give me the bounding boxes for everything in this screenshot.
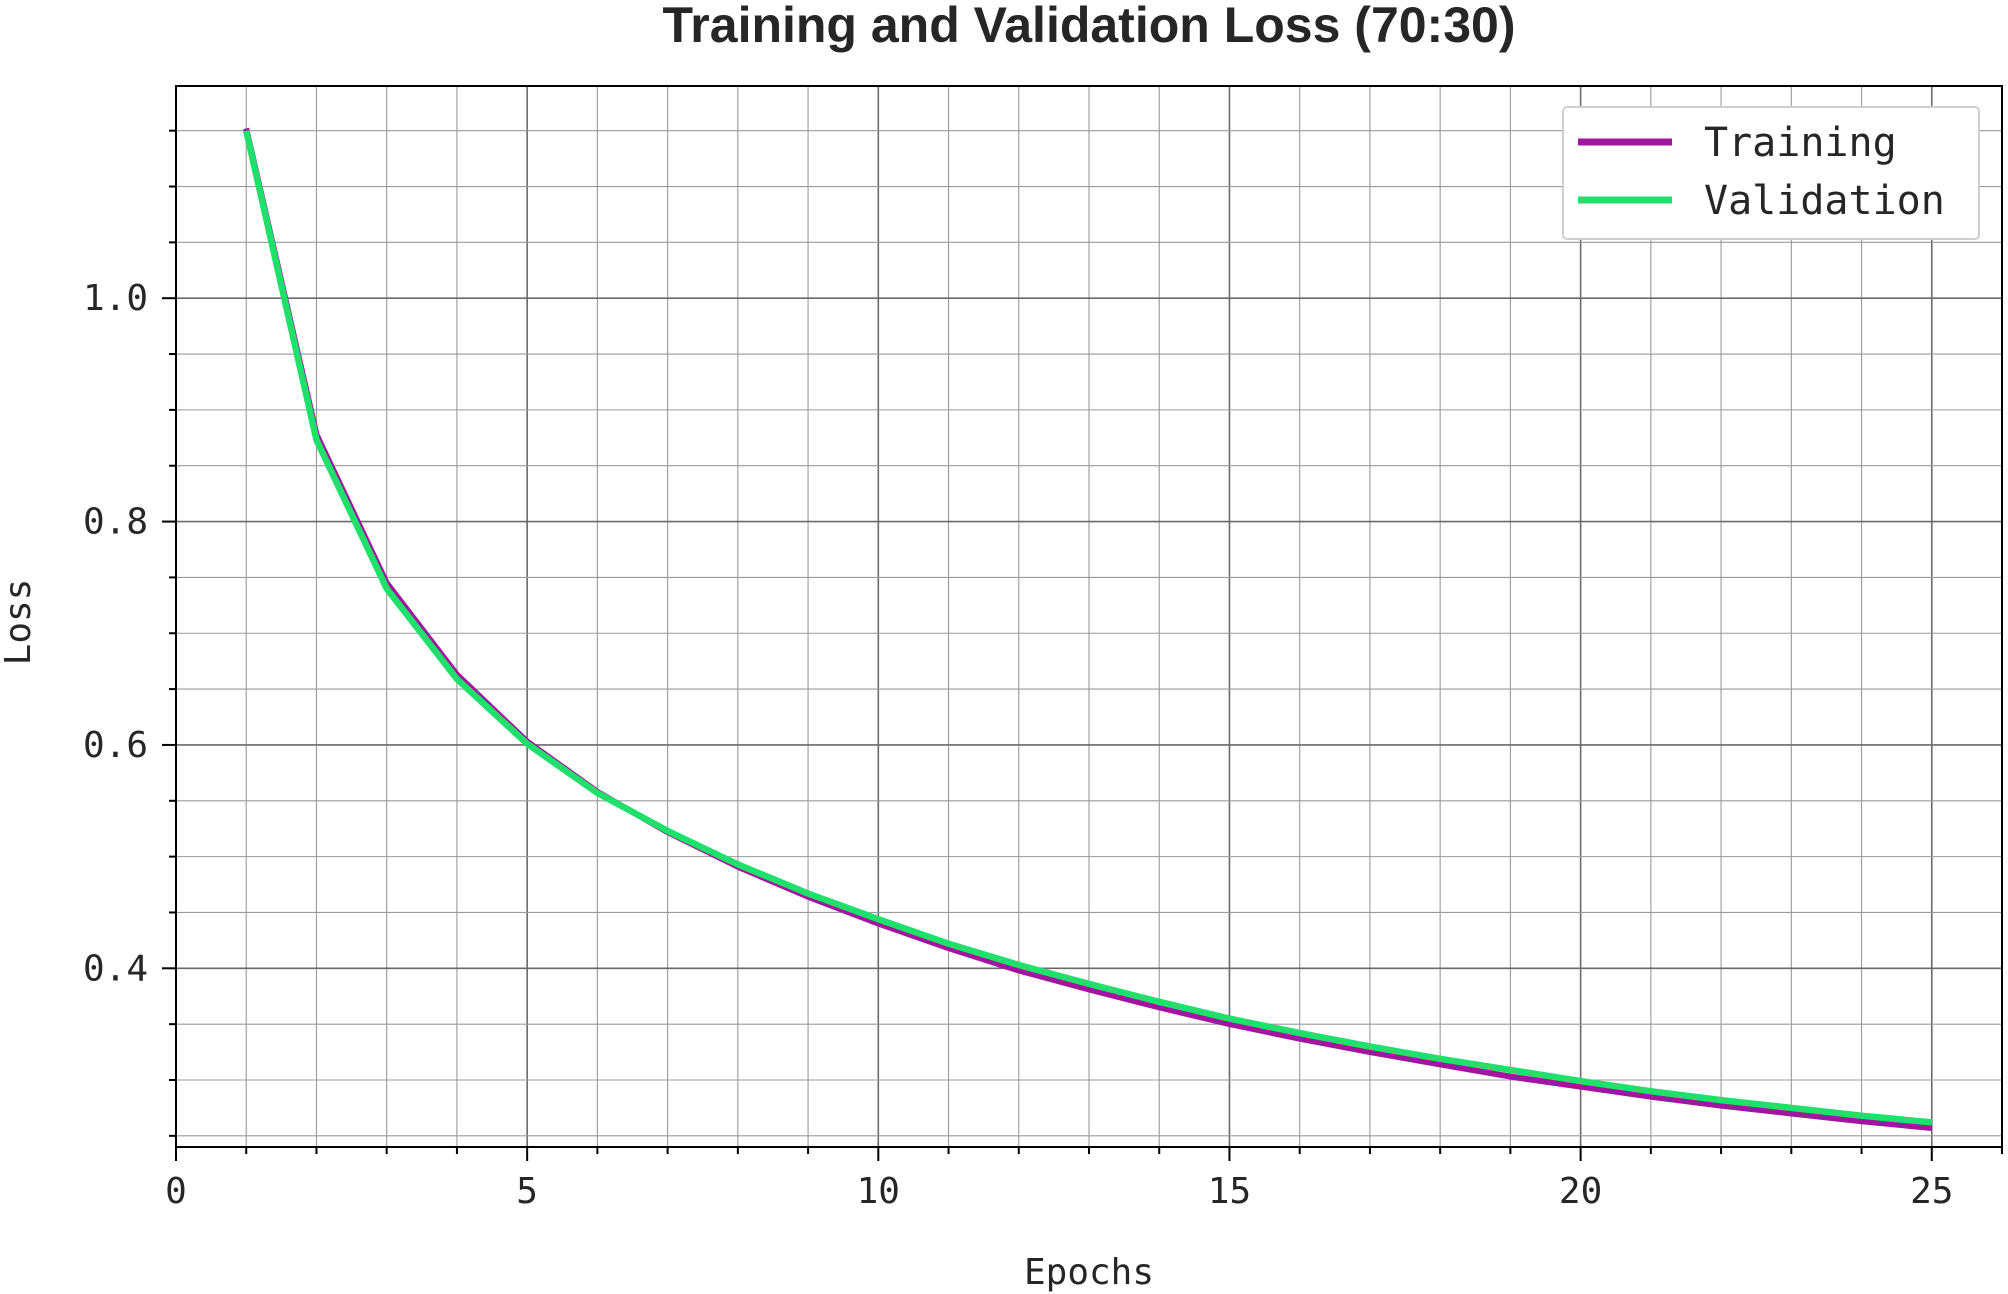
legend-label-validation: Validation [1704,178,1945,224]
series-lines [243,127,1933,1131]
x-axis-label: Epochs [1024,1252,1154,1293]
x-tick-label: 5 [516,1171,538,1212]
x-tick-label: 0 [165,1171,187,1212]
x-tick-label: 15 [1208,1171,1251,1212]
chart-title: Training and Validation Loss (70:30) [663,0,1516,53]
y-tick-label: 1.0 [83,278,148,319]
y-tick-labels: 0.4 0.6 0.8 1.0 [83,278,148,989]
x-tick-label: 25 [1910,1171,1953,1212]
series-line-validation [243,129,1933,1126]
y-axis-label: Loss [0,579,39,666]
legend-label-training: Training [1704,120,1897,166]
legend: Training Validation [1562,106,1980,240]
y-tick-label: 0.4 [83,948,148,989]
y-tick-label: 0.8 [83,502,148,543]
x-tick-labels: 0 5 10 15 20 25 [165,1171,1953,1212]
x-tick-label: 10 [857,1171,900,1212]
tick-marks [162,129,2003,1161]
x-tick-label: 20 [1559,1171,1602,1212]
y-tick-label: 0.6 [83,725,148,766]
